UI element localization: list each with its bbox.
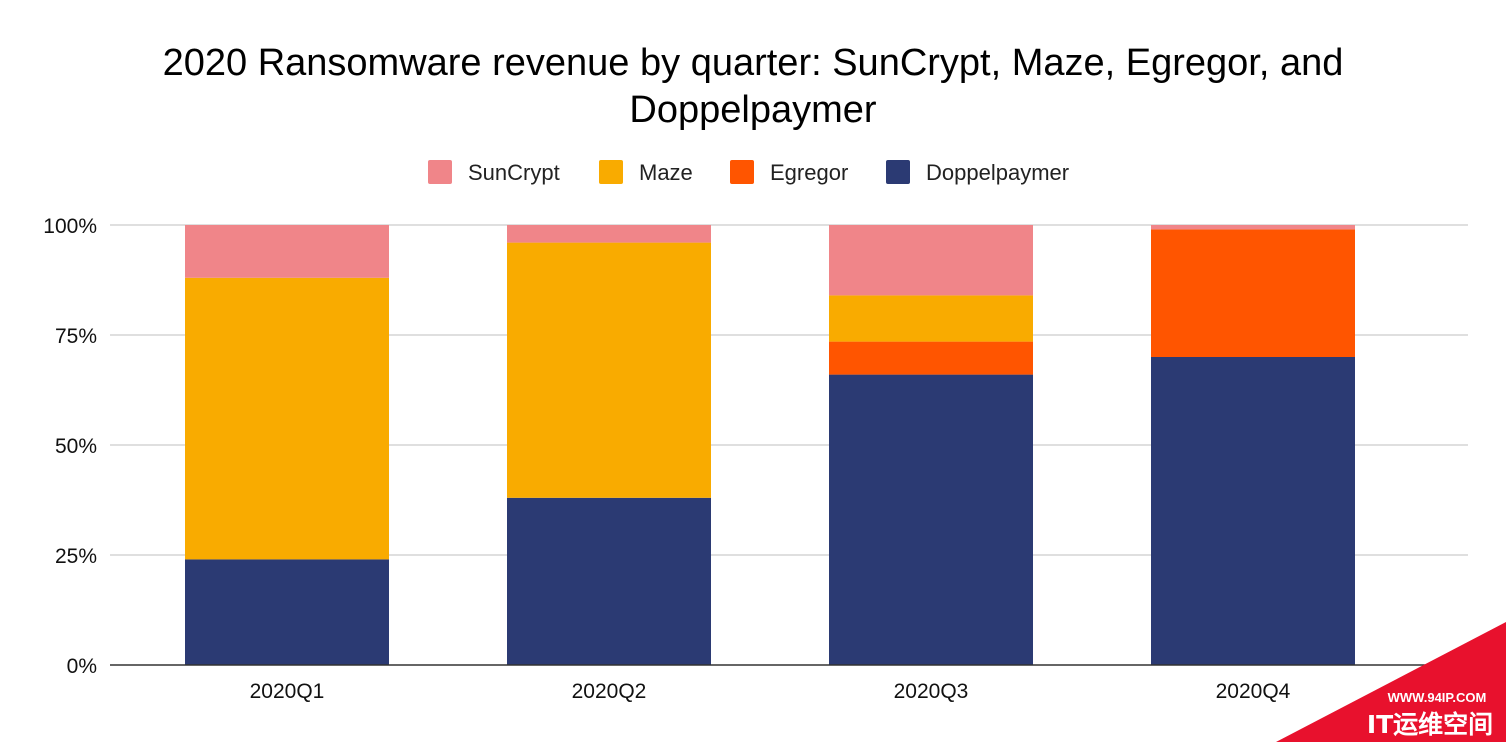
- watermark-triangle: [1276, 622, 1506, 742]
- bar-maze-2020q3: [829, 295, 1033, 342]
- bar-maze-2020q2: [507, 242, 711, 498]
- y-tick-label-0: 0%: [67, 655, 97, 678]
- bar-doppelpaymer-2020q4: [1151, 357, 1355, 665]
- legend-label-doppelpaymer: Doppelpaymer: [926, 160, 1069, 185]
- bar-doppelpaymer-2020q1: [185, 559, 389, 665]
- y-tick-label-100: 100%: [43, 215, 97, 238]
- bar-suncrypt-2020q1: [185, 225, 389, 278]
- bar-suncrypt-2020q3: [829, 225, 1033, 296]
- bar-egregor-2020q3: [829, 341, 1033, 375]
- bar-suncrypt-2020q4: [1151, 225, 1355, 230]
- x-tick-label-2020q1: 2020Q1: [250, 680, 325, 703]
- legend-swatch-suncrypt: [428, 160, 452, 184]
- bar-egregor-2020q4: [1151, 229, 1355, 357]
- bar-doppelpaymer-2020q3: [829, 374, 1033, 665]
- legend-label-suncrypt: SunCrypt: [468, 160, 560, 185]
- legend-label-maze: Maze: [639, 160, 693, 185]
- legend-item-doppelpaymer: Doppelpaymer: [886, 160, 1069, 185]
- legend-item-egregor: Egregor: [730, 160, 848, 185]
- legend-swatch-egregor: [730, 160, 754, 184]
- bar-stacks: [185, 225, 1355, 665]
- legend-swatch-maze: [599, 160, 623, 184]
- chart-title-line-2: Doppelpaymer: [629, 89, 876, 131]
- bar-suncrypt-2020q2: [507, 225, 711, 243]
- watermark-url: WWW.94IP.COM: [1388, 690, 1487, 705]
- y-tick-label-50: 50%: [55, 435, 97, 458]
- y-axis-ticks: 0% 25% 50% 75% 100%: [43, 215, 97, 678]
- x-tick-label-2020q2: 2020Q2: [572, 680, 647, 703]
- x-tick-label-2020q4: 2020Q4: [1216, 680, 1291, 703]
- legend-label-egregor: Egregor: [770, 160, 848, 185]
- watermark-badge: WWW.94IP.COM IT运维空间: [1276, 622, 1506, 742]
- legend-item-maze: Maze: [599, 160, 693, 185]
- watermark-name: IT运维空间: [1367, 710, 1493, 739]
- y-tick-label-75: 75%: [55, 325, 97, 348]
- x-axis-ticks: 2020Q1 2020Q2 2020Q3 2020Q4: [250, 680, 1291, 703]
- legend-item-suncrypt: SunCrypt: [428, 160, 560, 185]
- chart-legend: SunCrypt Maze Egregor Doppelpaymer: [428, 160, 1069, 185]
- bar-doppelpaymer-2020q2: [507, 497, 711, 665]
- x-tick-label-2020q3: 2020Q3: [894, 680, 969, 703]
- chart-title-line-1: 2020 Ransomware revenue by quarter: SunC…: [163, 42, 1344, 84]
- y-tick-label-25: 25%: [55, 545, 97, 568]
- bar-maze-2020q1: [185, 277, 389, 560]
- legend-swatch-doppelpaymer: [886, 160, 910, 184]
